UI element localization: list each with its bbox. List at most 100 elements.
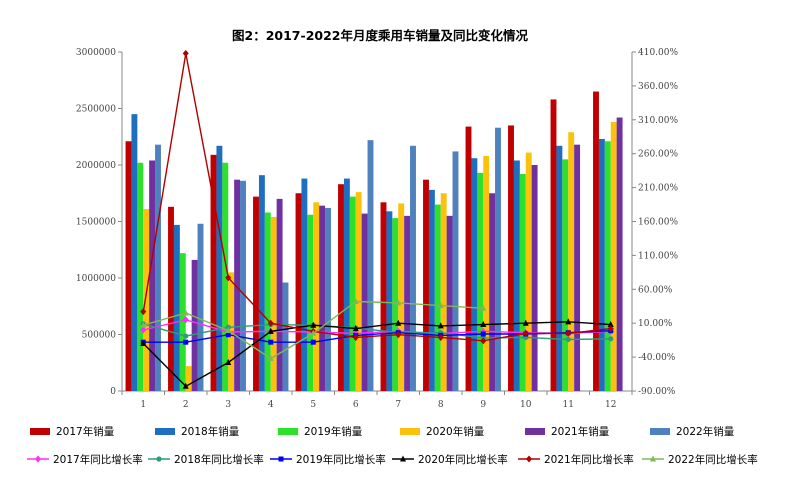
legend-label: 2017年销量 [56, 425, 115, 438]
bar [185, 366, 192, 391]
line-point [183, 339, 189, 345]
y-right-tick-label: 360.00% [638, 82, 678, 92]
y-right-tick-label: 60.00% [638, 285, 673, 295]
legend-swatch [30, 428, 50, 435]
bar [270, 216, 277, 391]
bar [216, 145, 223, 391]
bar [155, 144, 161, 391]
bar [568, 132, 575, 392]
line-point [182, 382, 189, 389]
y-right-tick-label: -90.00% [638, 387, 676, 397]
line-point [522, 329, 529, 337]
legend-label: 2022年销量 [676, 425, 735, 438]
legend-label: 2018年同比增长率 [174, 453, 264, 466]
bar [125, 141, 132, 391]
line-point [267, 327, 274, 334]
bar [562, 159, 569, 391]
bar [616, 117, 623, 391]
bar [307, 214, 314, 391]
bar [282, 282, 289, 391]
line-point [156, 456, 162, 462]
line-point [437, 333, 444, 341]
x-tick-label: 2 [183, 400, 189, 410]
bar [525, 152, 532, 391]
series-line [143, 323, 611, 341]
bar [343, 178, 350, 391]
y-left-tick-label: 2000000 [76, 161, 116, 171]
line-point [352, 298, 359, 305]
bar [173, 224, 180, 391]
bar [355, 192, 362, 391]
line-point [268, 339, 274, 345]
line-point [267, 319, 274, 327]
legend-label: 2022年同比增长率 [668, 453, 758, 466]
bar [452, 151, 459, 391]
y-right-tick-label: 210.00% [638, 184, 678, 194]
x-tick-label: 8 [438, 400, 444, 410]
bar [398, 203, 405, 391]
line-point [650, 455, 656, 462]
line-point [182, 316, 189, 324]
bar [550, 99, 557, 392]
bar [556, 145, 563, 391]
x-tick-label: 11 [563, 400, 574, 410]
bar [319, 205, 326, 391]
legend-label: 2021年销量 [551, 425, 610, 438]
line-point [182, 49, 189, 57]
y-left-tick-label: 2500000 [76, 105, 116, 115]
line-point [183, 333, 189, 339]
legend-label: 2020年销量 [426, 425, 485, 438]
bar [428, 189, 435, 391]
bar [210, 154, 217, 391]
bar [301, 178, 308, 391]
bar [610, 122, 617, 391]
line-point [140, 340, 147, 347]
line-point [607, 321, 614, 328]
line-point [395, 299, 402, 306]
bar [574, 144, 581, 391]
line-point [400, 455, 406, 462]
legend-label: 2017年同比增长率 [53, 453, 143, 466]
y-left-tick-label: 0 [110, 387, 116, 397]
line-point [352, 325, 359, 332]
bar [519, 174, 526, 391]
y-right-tick-label: 310.00% [638, 116, 678, 126]
line-point [35, 455, 41, 463]
y-right-tick-label: 410.00% [638, 48, 678, 58]
bar [513, 160, 520, 391]
legend-label: 2021年同比增长率 [544, 453, 634, 466]
bar [410, 145, 416, 391]
bar [423, 179, 429, 391]
legend-swatch [278, 428, 298, 435]
bar [222, 162, 229, 391]
bar [168, 206, 174, 391]
line-point [565, 336, 571, 343]
line-point [140, 321, 147, 328]
line-point [522, 319, 529, 326]
line-point [480, 321, 487, 328]
bar [191, 259, 198, 391]
bar [604, 141, 611, 391]
bar [179, 253, 186, 391]
growth-lines [140, 49, 614, 389]
line-point [480, 337, 487, 345]
x-tick-label: 12 [605, 400, 616, 410]
bar [143, 209, 150, 391]
bar [149, 160, 156, 391]
bar [434, 204, 441, 391]
x-tick-label: 1 [140, 400, 146, 410]
y-left-tick-label: 1500000 [76, 218, 116, 228]
bar [508, 125, 514, 391]
line-point [608, 336, 614, 342]
line-point [565, 329, 572, 337]
bar [276, 198, 283, 391]
bar [593, 91, 599, 392]
line-point [437, 322, 444, 329]
legend-label: 2018年销量 [181, 425, 240, 438]
line-point [140, 308, 147, 316]
line-point [225, 359, 232, 366]
bar [313, 202, 320, 391]
x-tick-label: 7 [395, 400, 401, 410]
